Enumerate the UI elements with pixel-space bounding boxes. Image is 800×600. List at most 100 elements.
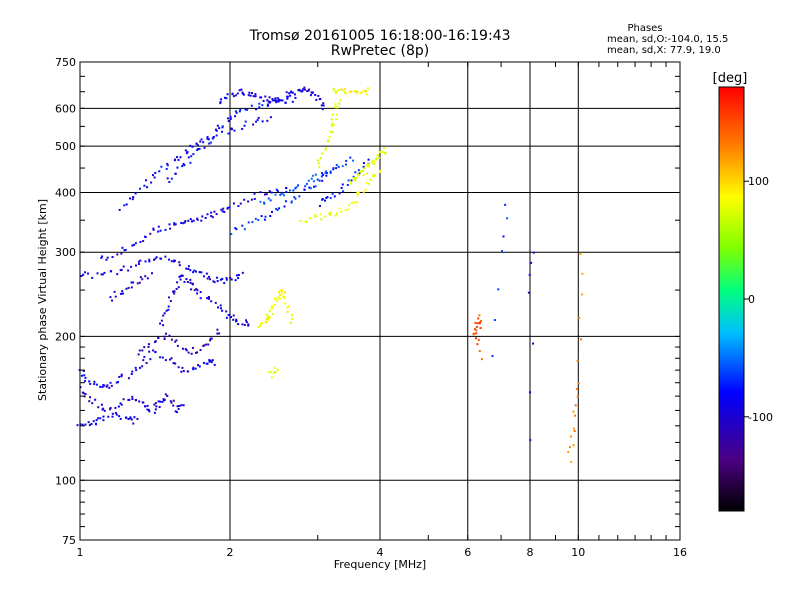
data-point (476, 322, 479, 325)
data-point (529, 439, 532, 442)
data-point (190, 288, 193, 291)
data-point (187, 219, 190, 222)
data-point (172, 399, 175, 402)
data-point (99, 417, 102, 420)
data-point (258, 106, 261, 109)
data-point (474, 321, 477, 324)
data-point (344, 92, 347, 95)
data-point (247, 323, 250, 326)
data-point (134, 242, 137, 245)
data-point (344, 209, 347, 212)
data-point (187, 267, 190, 270)
data-point (170, 401, 173, 404)
data-point (87, 272, 90, 275)
data-point (137, 260, 140, 263)
data-point (146, 186, 149, 189)
data-point (303, 86, 306, 89)
data-point (168, 181, 171, 184)
data-point (581, 272, 584, 275)
data-point (362, 190, 365, 193)
data-point (216, 124, 219, 127)
data-point (84, 271, 87, 274)
data-point (220, 98, 223, 101)
data-point (287, 305, 290, 308)
data-point (227, 120, 230, 123)
data-point (148, 410, 151, 413)
data-point (345, 159, 348, 162)
data-point (177, 158, 180, 161)
data-point (103, 271, 106, 274)
data-point (237, 277, 240, 280)
data-point (154, 257, 157, 260)
data-point (173, 290, 176, 293)
data-point (289, 189, 292, 192)
data-point (324, 215, 327, 218)
data-point (210, 211, 213, 214)
data-point (181, 165, 184, 168)
data-point (147, 408, 150, 411)
data-point (173, 223, 176, 226)
data-point (332, 167, 335, 170)
data-point (276, 190, 279, 193)
data-point (183, 164, 186, 167)
data-point (473, 332, 476, 335)
data-point (271, 313, 274, 316)
data-point (148, 260, 151, 263)
data-point (295, 186, 298, 189)
data-point (168, 258, 171, 261)
data-point (273, 303, 276, 306)
data-point (331, 122, 334, 125)
data-point (198, 147, 201, 150)
data-point (293, 93, 296, 96)
data-point (241, 127, 244, 130)
data-point (226, 93, 229, 96)
data-point (174, 362, 177, 365)
data-point (162, 324, 165, 327)
data-point (366, 172, 369, 175)
data-point (267, 100, 270, 103)
data-point (187, 370, 190, 373)
data-point (105, 258, 108, 261)
data-point (216, 280, 219, 283)
data-point (127, 418, 130, 421)
data-point (94, 398, 97, 401)
data-point (278, 297, 281, 300)
data-point (350, 179, 353, 182)
data-point (501, 250, 504, 253)
data-point (324, 148, 327, 151)
data-point (260, 322, 263, 325)
data-point (129, 416, 132, 419)
data-point (183, 280, 186, 283)
data-point (335, 118, 338, 121)
data-point (175, 287, 178, 290)
data-point (273, 99, 276, 102)
data-point (334, 106, 337, 109)
x-tick-label: 10 (571, 546, 585, 559)
data-point (279, 193, 282, 196)
data-point (95, 419, 98, 422)
data-point (286, 95, 289, 98)
data-point (493, 319, 496, 322)
data-point (305, 182, 308, 185)
data-point (321, 198, 324, 201)
data-point (153, 176, 156, 179)
data-point (217, 306, 220, 309)
data-point (259, 200, 262, 203)
data-point (532, 251, 535, 254)
data-point (141, 401, 144, 404)
data-point (120, 403, 123, 406)
data-point (154, 408, 157, 411)
data-point (276, 300, 279, 303)
data-point (340, 186, 343, 189)
data-point (127, 398, 130, 401)
data-point (207, 343, 210, 346)
data-point (259, 322, 262, 325)
data-point (285, 91, 288, 94)
data-point (362, 90, 365, 93)
data-point (223, 96, 226, 99)
data-point (143, 355, 146, 358)
data-point (189, 144, 192, 147)
data-point (491, 355, 494, 358)
data-point (170, 357, 173, 360)
